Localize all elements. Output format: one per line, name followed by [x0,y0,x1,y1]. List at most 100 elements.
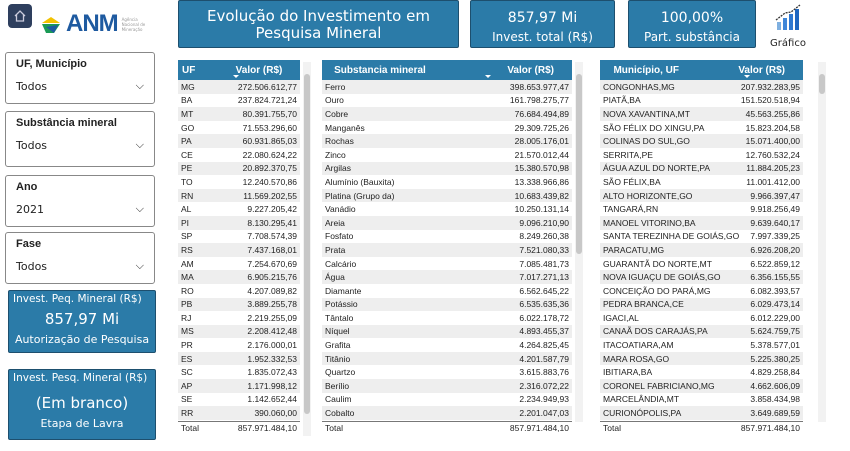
table-row[interactable]: Caulim 2.234.949,93 [322,393,572,407]
column-header-valor[interactable]: Valor (R$) [738,64,785,76]
table-row[interactable]: Rochas 28.005.176,01 [322,134,572,148]
table-row[interactable]: Diamante 6.562.645,22 [322,284,572,298]
table-row[interactable]: SERRITA,PE 12.760.532,24 [600,148,803,162]
table-row[interactable]: Platina (Grupo da) 10.683.439,82 [322,188,572,203]
table-row[interactable]: Areia 9.096.210,90 [322,215,572,230]
table-row[interactable]: COLINAS DO SUL,GO 15.071.400,00 [600,134,803,148]
chart-button[interactable]: Gráfico [766,2,810,49]
table-row[interactable]: CONGONHAS,MG 207.932.283,95 [600,80,803,94]
sort-desc-icon[interactable] [744,75,751,78]
table-row[interactable]: SE 1.142.652,44 [178,393,300,407]
table-row[interactable]: SANTA TEREZINHA DE GOIÁS,GO 7.997.339,25 [600,230,803,244]
chevron-down-icon[interactable]: ⌵ [135,202,144,215]
chevron-down-icon[interactable]: ⌵ [135,79,144,92]
table-row[interactable]: ÁGUA AZUL DO NORTE,PA 11.884.205,23 [600,161,803,176]
table-row[interactable]: ES 1.952.332,53 [178,351,300,366]
table-row[interactable]: Manganês 29.309.725,26 [322,121,572,135]
table-row[interactable]: PA 60.931.865,03 [178,134,300,148]
column-header[interactable]: UF [182,64,196,76]
table-row[interactable]: Berílio 2.316.072,22 [322,379,572,393]
table-row[interactable]: RN 11.569.202,55 [178,188,300,203]
table-row[interactable]: RR 390.060,00 [178,406,300,420]
table-row[interactable]: CANAÃ DOS CARAJÁS,PA 5.624.759,75 [600,324,803,339]
table-row[interactable]: PARACATU,MG 6.926.208,20 [600,243,803,257]
table-row[interactable]: MARCELÂNDIA,MT 3.858.434,98 [600,393,803,407]
sort-desc-icon[interactable] [484,75,491,78]
column-header[interactable]: Município, UF [613,64,680,76]
table-row[interactable]: CORONEL FABRICIANO,MG 4.662.606,09 [600,379,803,393]
table-row[interactable]: SÃO FÉLIX,BA 11.001.412,00 [600,175,803,189]
table-row[interactable]: Ferro 398.653.977,47 [322,80,572,94]
table-row[interactable]: MARA ROSA,GO 5.225.380,25 [600,351,803,366]
table-row[interactable]: RJ 2.219.255,09 [178,311,300,325]
column-header[interactable]: Substancia mineral [334,64,426,76]
table-row[interactable]: GO 71.553.296,60 [178,121,300,135]
table-row[interactable]: PR 2.176.000,01 [178,338,300,352]
table-row[interactable]: Titânio 4.201.587,79 [322,351,572,366]
table-row[interactable]: IBITIARA,BA 4.829.258,84 [600,365,803,379]
table-row[interactable]: MT 80.391.755,70 [178,107,300,121]
table-row[interactable]: AM 7.254.670,69 [178,257,300,271]
table-row[interactable]: Cobre 76.684.494,89 [322,107,572,121]
table-row[interactable]: PI 8.130.295,41 [178,215,300,230]
column-header-valor[interactable]: Valor (R$) [507,64,554,76]
table-row[interactable]: SÃO FÉLIX DO XINGU,PA 15.823.204,58 [600,121,803,135]
table-row[interactable]: Zinco 21.570.012,44 [322,148,572,162]
scrollbar-uf[interactable] [303,62,311,436]
table-row[interactable]: CE 22.080.624,22 [178,148,300,162]
table-row[interactable]: SP 7.708.574,39 [178,230,300,244]
column-header-valor[interactable]: Valor (R$) [235,64,283,76]
table-row[interactable]: PEDRA BRANCA,CE 6.029.473,14 [600,297,803,312]
table-row[interactable]: Argilas 15.380.570,98 [322,161,572,176]
table-row[interactable]: CURIONÓPOLIS,PA 3.649.689,59 [600,406,803,420]
table-row[interactable]: PB 3.889.255,78 [178,297,300,312]
filter-ano[interactable]: Ano 2021 ⌵ [5,175,155,227]
filter-uf-municipio[interactable]: UF, Município Todos ⌵ [5,52,155,104]
chevron-down-icon[interactable]: ⌵ [135,259,144,272]
table-row[interactable]: PE 20.892.370,75 [178,161,300,176]
table-row[interactable]: Água 7.017.271,13 [322,270,572,284]
table-row[interactable]: MANOEL VITORINO,BA 9.639.640,17 [600,215,803,230]
table-row[interactable]: MG 272.506.612,77 [178,80,300,94]
table-row[interactable]: RS 7.437.168,01 [178,243,300,257]
table-row[interactable]: Potássio 6.535.635,36 [322,297,572,312]
table-row[interactable]: BA 237.824.721,24 [178,94,300,108]
table-row[interactable]: Prata 7.521.080,33 [322,243,572,257]
table-row[interactable]: MA 6.905.215,76 [178,270,300,284]
scrollbar-municipio[interactable] [818,62,826,422]
row-label: CANAÃ DOS CARAJÁS,PA [603,326,708,337]
table-row[interactable]: Níquel 4.893.455,37 [322,324,572,339]
table-row[interactable]: Ouro 161.798.275,77 [322,94,572,108]
filter-fase[interactable]: Fase Todos ⌵ [5,232,155,284]
filter-substancia[interactable]: Substância mineral Todos ⌵ [5,111,155,167]
table-row[interactable]: Tântalo 6.022.178,72 [322,311,572,325]
table-row[interactable]: GUARANTÃ DO NORTE,MT 6.522.859,12 [600,257,803,271]
row-label: RJ [181,312,192,323]
table-row[interactable]: MS 2.208.412,48 [178,324,300,339]
scrollbar-substancia[interactable] [575,62,583,422]
table-row[interactable]: NOVA IGUAÇU DE GOIÁS,GO 6.356.155,55 [600,270,803,284]
table-row[interactable]: Quartzo 3.615.883,76 [322,365,572,379]
table-row[interactable]: Calcário 7.085.481,73 [322,257,572,271]
table-row[interactable]: TANGARÁ,RN 9.918.256,49 [600,202,803,216]
home-button[interactable] [8,4,32,28]
table-row[interactable]: ITACOATIARA,AM 5.378.577,01 [600,338,803,352]
row-value: 207.932.283,95 [740,81,800,92]
table-row[interactable]: Vanádio 10.250.131,14 [322,202,572,216]
table-row[interactable]: PIATÃ,BA 151.520.518,94 [600,94,803,108]
table-row[interactable]: NOVA XAVANTINA,MT 45.563.255,86 [600,107,803,121]
table-row[interactable]: AL 9.227.205,42 [178,202,300,216]
chevron-down-icon[interactable]: ⌵ [135,138,144,151]
table-row[interactable]: ALTO HORIZONTE,GO 9.966.397,47 [600,188,803,203]
table-row[interactable]: Cobalto 2.201.047,03 [322,406,572,420]
table-row[interactable]: Alumínio (Bauxita) 13.338.966,86 [322,175,572,189]
table-row[interactable]: Fosfato 8.249.260,38 [322,230,572,244]
sort-desc-icon[interactable] [232,75,239,78]
table-row[interactable]: TO 12.240.570,86 [178,175,300,189]
table-row[interactable]: AP 1.171.998,12 [178,379,300,393]
table-row[interactable]: SC 1.835.072,43 [178,365,300,379]
table-row[interactable]: IGACI,AL 6.012.229,00 [600,311,803,325]
table-row[interactable]: Grafita 4.264.825,45 [322,338,572,352]
table-row[interactable]: RO 4.207.089,82 [178,284,300,298]
table-row[interactable]: CONCEIÇÃO DO PARÁ,MG 6.082.393,57 [600,284,803,298]
